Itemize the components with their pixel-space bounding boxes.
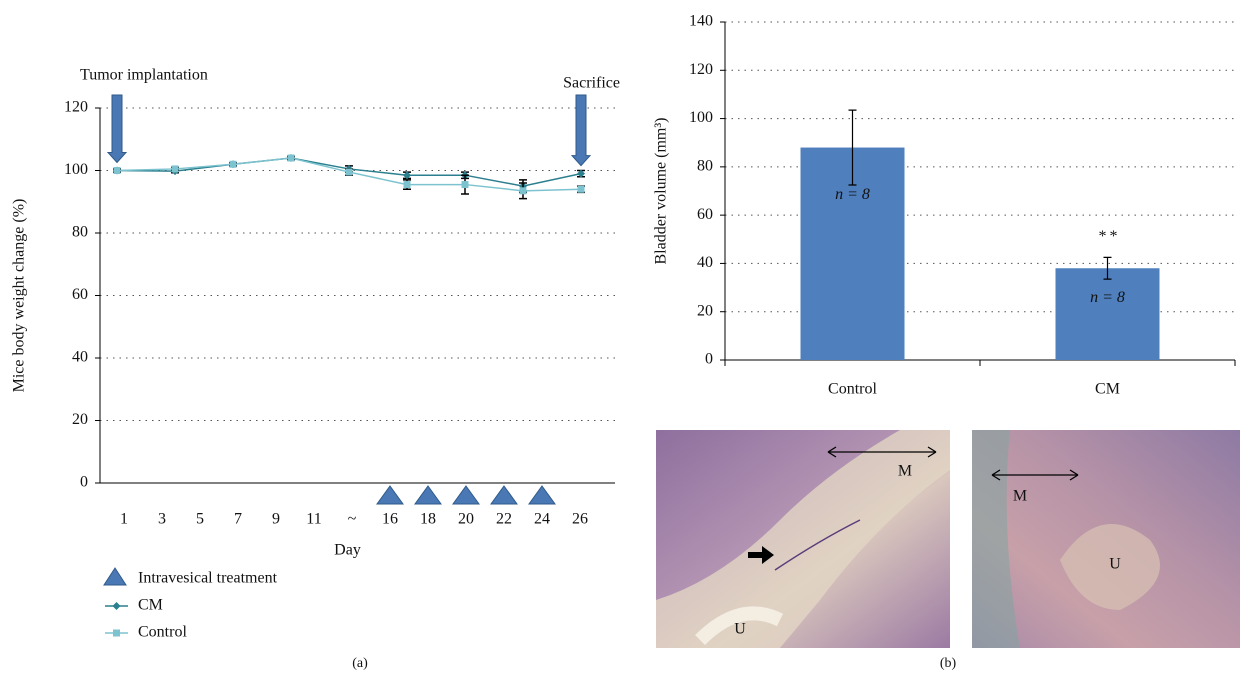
y-tick-label: 120 [64,99,88,116]
annotation: Tumor implantation [80,67,208,84]
point [461,181,469,189]
error-bar [1103,256,1112,280]
x-tick-label: 26 [572,511,588,528]
x-tick-label: 20 [458,511,474,528]
point [171,165,179,173]
y-tick-label: 40 [72,349,88,366]
treatment-marker [414,485,442,505]
y-tick-label: 80 [72,224,88,241]
x-tick-label: 24 [534,511,550,528]
x-tick-label: 22 [496,511,512,528]
y-axis-label: Bladder volume (mm³) [653,118,670,265]
x-tick-label: 16 [382,511,398,528]
point [403,181,411,189]
y-tick-label: 60 [697,206,713,223]
x-tick-label: 3 [158,511,166,528]
y-tick-label: 60 [72,286,88,303]
treatment-marker [490,485,518,505]
y-tick-label: 100 [689,109,713,126]
x-tick-label: 7 [234,511,242,528]
x-tick-label: Control [828,381,877,398]
y-tick-label: 20 [697,302,713,319]
legend-label: Intravesical treatment [138,570,278,587]
y-axis-label: Mice body weight change (%) [11,199,28,393]
treatment-marker [376,485,404,505]
y-tick-label: 120 [689,61,713,78]
legend-label: Control [138,624,187,641]
micrograph-right [972,430,1240,648]
point [287,154,295,162]
annotation: Sacrifice [563,75,620,92]
legend-label: CM [138,597,163,614]
x-tick-label: 1 [120,511,128,528]
panel-label: (b) [940,656,957,671]
x-tick-label: CM [1095,381,1120,398]
micrograph-label: U [1109,556,1121,573]
y-tick-label: 20 [72,411,88,428]
point [229,160,237,168]
x-tick-label: 5 [196,511,204,528]
point [519,187,527,195]
legend-triangle [103,567,127,586]
micrograph-label: M [1013,488,1027,505]
point [113,629,120,637]
point [577,169,585,178]
micrograph-label: M [898,463,912,480]
bar [1055,268,1160,360]
y-tick-label: 80 [697,158,713,175]
y-tick-label: 0 [80,474,88,491]
bar-label: n = 8 [835,186,870,203]
micrograph-left [656,430,950,648]
treatment-marker [452,485,480,505]
panel-label: (a) [352,656,368,671]
y-tick-label: 40 [697,254,713,271]
y-tick-label: 0 [705,351,713,368]
treatment-marker [528,485,556,505]
point [112,602,121,610]
y-tick-label: 100 [64,161,88,178]
y-tick-label: 140 [689,13,713,30]
point [577,185,585,193]
x-tick-label: 11 [306,511,321,528]
point [403,171,411,180]
x-tick-label: 9 [272,511,280,528]
annotation-arrow [106,94,128,164]
annotation-arrow [570,94,592,167]
significance: ** [1099,228,1121,245]
bar-label: n = 8 [1090,289,1125,306]
x-tick-label: ~ [348,511,357,528]
point [345,168,353,176]
x-tick-label: 18 [420,511,436,528]
x-axis-label: Day [334,542,361,559]
error-bar [848,109,857,186]
point [113,167,121,174]
micrograph-label: U [734,621,746,638]
